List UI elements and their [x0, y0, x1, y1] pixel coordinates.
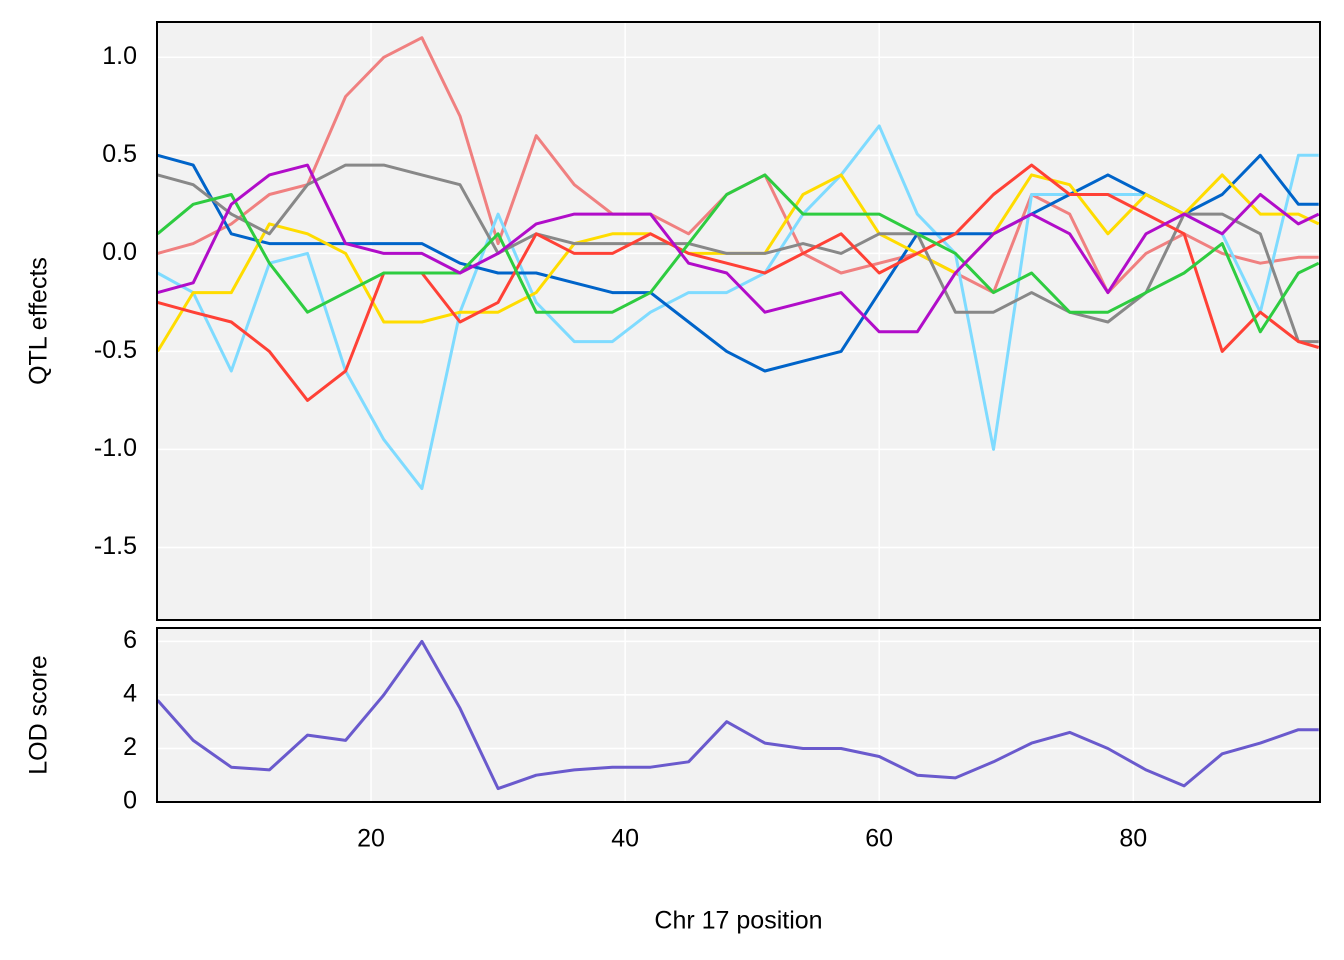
plot-background: [157, 22, 1320, 620]
y-tick-label: 2: [123, 733, 137, 761]
y-axis-label: QTL effects: [25, 257, 53, 385]
y-tick-label: 1.0: [102, 42, 137, 70]
plot-border: [156, 21, 1321, 621]
y-tick-label: -1.0: [94, 434, 137, 462]
series-line: [157, 163, 1320, 402]
y-tick-label: -1.5: [94, 532, 137, 560]
series-line: [157, 153, 1319, 373]
plot-border: [156, 627, 1321, 803]
x-tick-label: 80: [1119, 825, 1147, 853]
x-axis-label: Chr 17 position: [654, 907, 822, 935]
y-tick-label: 4: [123, 680, 137, 708]
y-axis-label: LOD score: [25, 655, 53, 774]
x-tick-label: 40: [611, 825, 639, 853]
y-tick-label: 0.0: [102, 238, 137, 266]
series-line: [156, 124, 1319, 491]
series-line: [156, 639, 1319, 791]
y-tick-label: 0: [123, 787, 137, 815]
plot-background: [157, 628, 1320, 802]
series-line: [157, 163, 1320, 334]
x-tick-label: 60: [865, 825, 893, 853]
y-tick-label: 0.5: [102, 140, 137, 168]
y-tick-label: -0.5: [94, 336, 137, 364]
series-line: [156, 173, 1320, 334]
y-tick-label: 6: [123, 626, 137, 654]
x-tick-label: 20: [357, 825, 385, 853]
